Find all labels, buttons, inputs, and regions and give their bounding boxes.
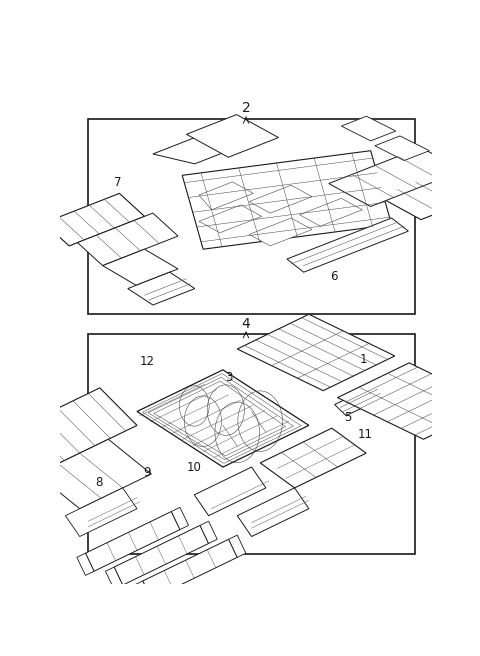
Text: 3: 3 bbox=[226, 371, 233, 384]
Polygon shape bbox=[249, 185, 312, 213]
Polygon shape bbox=[260, 428, 366, 488]
Polygon shape bbox=[143, 373, 301, 463]
Polygon shape bbox=[0, 388, 137, 481]
Polygon shape bbox=[249, 218, 312, 246]
Polygon shape bbox=[335, 384, 389, 416]
Polygon shape bbox=[237, 314, 395, 391]
Polygon shape bbox=[375, 136, 429, 161]
Polygon shape bbox=[329, 148, 463, 207]
Text: 5: 5 bbox=[345, 411, 352, 424]
Text: 12: 12 bbox=[140, 355, 155, 368]
Polygon shape bbox=[341, 116, 396, 141]
Polygon shape bbox=[237, 488, 309, 537]
Polygon shape bbox=[199, 205, 262, 233]
Polygon shape bbox=[287, 218, 408, 272]
Polygon shape bbox=[65, 488, 137, 537]
Text: 4: 4 bbox=[241, 317, 251, 331]
Polygon shape bbox=[137, 370, 309, 467]
Text: 8: 8 bbox=[96, 476, 103, 489]
Bar bbox=[88, 334, 415, 554]
Text: 11: 11 bbox=[358, 428, 372, 441]
Polygon shape bbox=[182, 151, 392, 249]
Polygon shape bbox=[153, 131, 253, 164]
Bar bbox=[88, 119, 415, 314]
Text: 1: 1 bbox=[360, 352, 367, 365]
Polygon shape bbox=[85, 512, 180, 571]
Polygon shape bbox=[106, 567, 123, 589]
Polygon shape bbox=[154, 381, 286, 456]
Text: 7: 7 bbox=[114, 176, 121, 189]
Polygon shape bbox=[171, 507, 189, 529]
Polygon shape bbox=[300, 198, 362, 226]
Polygon shape bbox=[143, 539, 237, 599]
Text: 9: 9 bbox=[144, 466, 151, 480]
Polygon shape bbox=[114, 525, 209, 585]
Polygon shape bbox=[128, 272, 195, 305]
Polygon shape bbox=[200, 522, 217, 543]
Polygon shape bbox=[199, 182, 253, 210]
Text: 6: 6 bbox=[330, 270, 337, 283]
Polygon shape bbox=[379, 161, 480, 220]
Polygon shape bbox=[134, 581, 151, 603]
Polygon shape bbox=[37, 440, 151, 509]
Polygon shape bbox=[186, 115, 278, 157]
Polygon shape bbox=[337, 363, 480, 440]
Polygon shape bbox=[44, 194, 144, 246]
Polygon shape bbox=[77, 553, 94, 575]
Text: 2: 2 bbox=[241, 100, 251, 115]
Polygon shape bbox=[77, 213, 178, 266]
Polygon shape bbox=[194, 467, 266, 516]
Text: 10: 10 bbox=[187, 461, 201, 474]
Polygon shape bbox=[148, 377, 293, 460]
Polygon shape bbox=[103, 249, 178, 285]
Polygon shape bbox=[228, 535, 246, 558]
